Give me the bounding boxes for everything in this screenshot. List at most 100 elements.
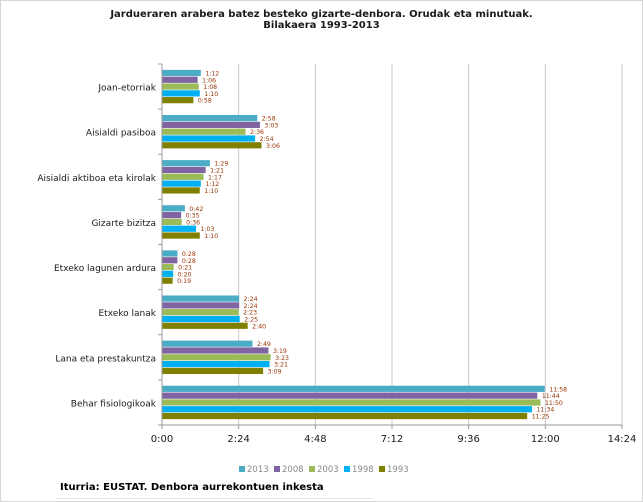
bar-1993 xyxy=(162,277,173,284)
data-label: 3:09 xyxy=(268,368,282,375)
bar-1998 xyxy=(162,406,532,413)
data-label: 1:08 xyxy=(203,84,217,91)
category-labels: Joan-etorriak Aisialdi pasiboa Aisialdi ak… xyxy=(37,84,156,410)
data-label: 3:03 xyxy=(264,122,278,129)
data-label: 1:12 xyxy=(205,70,219,77)
x-tick-label: 7:12 xyxy=(381,434,403,445)
category-label: Etxeko lanak xyxy=(98,309,156,319)
bar-1998 xyxy=(162,135,256,142)
data-label: 0:20 xyxy=(178,271,192,278)
bar-2003 xyxy=(162,354,271,361)
bar-1993 xyxy=(162,142,262,149)
data-label: 2:36 xyxy=(250,129,264,136)
category-label: Aisialdi pasiboa xyxy=(86,129,156,139)
bar-1993 xyxy=(162,187,200,194)
data-label: 3:06 xyxy=(266,143,280,150)
data-label: 11:34 xyxy=(536,407,554,414)
bar-2008 xyxy=(162,76,198,83)
data-label: 1:21 xyxy=(210,168,224,175)
legend-label-1998: 1998 xyxy=(352,465,374,475)
bar-1998 xyxy=(162,270,174,277)
data-label: 1:10 xyxy=(204,233,218,240)
bar-2003 xyxy=(162,218,182,226)
category-label: Aisialdi aktiboa eta kirolak xyxy=(37,174,156,184)
data-label: 2:58 xyxy=(262,116,276,123)
data-label: 11:58 xyxy=(549,386,567,393)
bar-2013 xyxy=(162,205,185,212)
x-tick-label: 2:24 xyxy=(227,434,249,445)
data-label: 0:28 xyxy=(182,251,196,258)
data-label: 2:24 xyxy=(244,303,258,310)
bar-2003 xyxy=(162,83,199,90)
x-tick-label: 4:48 xyxy=(304,434,326,445)
bar-2003 xyxy=(162,128,246,135)
data-label: 2:24 xyxy=(244,296,258,303)
data-label: 2:40 xyxy=(252,323,266,330)
data-label: 0:35 xyxy=(186,213,200,220)
bars-group xyxy=(162,69,545,420)
bar-2003 xyxy=(162,173,204,180)
data-label: 11:25 xyxy=(532,414,550,421)
bar-2008 xyxy=(162,257,178,264)
bar-1998 xyxy=(162,361,270,368)
legend-swatch-1993 xyxy=(379,466,385,472)
category-label: Gizarte bizitza xyxy=(91,219,156,229)
category-label: Behar fisiologikoak xyxy=(71,399,157,409)
data-label: 1:10 xyxy=(204,91,218,98)
bar-2013 xyxy=(162,114,258,122)
data-label: 0:19 xyxy=(177,278,191,285)
bar-2013 xyxy=(162,69,201,77)
bar-2013 xyxy=(162,295,240,302)
x-tick-label: 14:24 xyxy=(608,434,637,445)
data-label: 2:23 xyxy=(243,310,257,317)
legend-swatch-1998 xyxy=(344,466,350,472)
data-label: 1:06 xyxy=(202,77,216,84)
data-label: 1:12 xyxy=(205,181,219,188)
bar-1993 xyxy=(162,412,528,420)
data-label: 0:36 xyxy=(186,219,200,226)
bar-2008 xyxy=(162,121,260,128)
data-label: 0:42 xyxy=(189,206,203,213)
data-label: 2:54 xyxy=(260,136,274,143)
legend-swatch-2008 xyxy=(274,466,280,472)
bar-1993 xyxy=(162,367,264,375)
bar-2013 xyxy=(162,160,210,167)
data-label: 2:49 xyxy=(257,341,271,348)
category-label: Joan-etorriak xyxy=(97,84,156,94)
bar-1993 xyxy=(162,232,200,239)
bar-1998 xyxy=(162,90,200,97)
bar-2003 xyxy=(162,399,541,406)
bar-2008 xyxy=(162,392,538,399)
bar-2008 xyxy=(162,212,182,219)
data-label: 3:21 xyxy=(274,362,288,369)
bar-2013 xyxy=(162,250,178,257)
data-label: 2:25 xyxy=(244,316,258,323)
category-label: Etxeko lagunen ardura xyxy=(54,264,156,274)
bar-2003 xyxy=(162,309,239,316)
data-label: 11:50 xyxy=(545,400,563,407)
bar-2008 xyxy=(162,347,269,354)
legend-label-2008: 2008 xyxy=(282,465,304,475)
value-labels: 1:121:061:081:100:582:583:032:362:543:06… xyxy=(177,70,567,420)
data-label: 1:03 xyxy=(201,226,215,233)
data-label: 0:28 xyxy=(182,258,196,265)
x-tick-label: 9:36 xyxy=(457,434,479,445)
legend-swatch-2003 xyxy=(309,466,315,472)
bar-1993 xyxy=(162,322,248,329)
data-label: 1:10 xyxy=(204,188,218,195)
bar-1998 xyxy=(162,180,201,187)
source-divider xyxy=(56,498,372,499)
bar-1998 xyxy=(162,225,197,232)
legend-label-2013: 2013 xyxy=(247,465,269,475)
bar-2013 xyxy=(162,340,253,347)
bar-2008 xyxy=(162,302,240,309)
data-label: 0:21 xyxy=(178,265,192,272)
data-label: 0:58 xyxy=(198,98,212,105)
data-label: 11:44 xyxy=(542,393,560,400)
chart-title: Jardueraren arabera batez besteko gizart… xyxy=(110,9,533,31)
data-label: 1:29 xyxy=(214,161,228,168)
legend-label-1993: 1993 xyxy=(387,465,409,475)
legend-swatch-2013 xyxy=(239,466,245,472)
bar-1998 xyxy=(162,315,240,323)
